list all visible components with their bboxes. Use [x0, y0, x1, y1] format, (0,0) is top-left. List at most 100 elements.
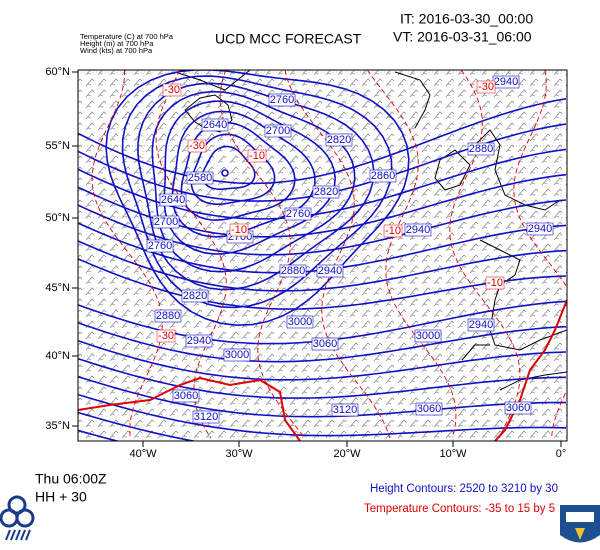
- coastline: [461, 344, 490, 361]
- height-label-box: [223, 348, 251, 362]
- temperature-contour: [91, 70, 163, 439]
- temperature-label-box: [156, 329, 176, 343]
- height-label: 2580: [188, 172, 212, 184]
- lat-label: 40°N: [45, 350, 70, 362]
- wind-barbs: [78, 70, 567, 441]
- height-label: 2860: [371, 170, 395, 182]
- height-label: 2940: [318, 265, 342, 277]
- freezing-line: [494, 299, 567, 441]
- height-label-box: [369, 169, 397, 183]
- height-label: 2820: [327, 134, 351, 146]
- height-contour: [78, 357, 567, 399]
- height-label-box: [316, 264, 344, 278]
- temperature-contours: [91, 70, 567, 439]
- temperature-label: -10: [249, 150, 265, 162]
- height-label: 2940: [187, 335, 211, 347]
- height-label: 3000: [416, 330, 440, 342]
- lon-label: 30°W: [225, 448, 253, 460]
- height-label: 2880: [156, 310, 180, 322]
- lat-label: 55°N: [45, 140, 70, 152]
- height-label: 2820: [183, 290, 207, 302]
- height-label: 2760: [286, 208, 310, 220]
- height-label-box: [467, 142, 495, 156]
- height-label: 3060: [174, 390, 198, 402]
- height-label: 2640: [161, 194, 185, 206]
- height-label-box: [186, 171, 214, 185]
- height-label: 2820: [314, 186, 338, 198]
- title: UCD MCC FORECAST: [215, 31, 362, 47]
- height-label-box: [268, 93, 296, 107]
- map-frame: [77, 69, 568, 442]
- height-contour: [201, 145, 256, 190]
- lon-label: 20°W: [333, 448, 361, 460]
- height-label-box: [467, 318, 495, 332]
- temperature-label: -10: [231, 224, 247, 236]
- height-label-box: [311, 337, 339, 351]
- height-contour: [78, 339, 567, 381]
- height-label-box: [172, 389, 200, 403]
- height-label-box: [526, 222, 554, 236]
- coastline: [394, 71, 431, 129]
- lat-label: 35°N: [45, 420, 70, 432]
- height-label-box: [325, 133, 353, 147]
- low-center: [221, 169, 229, 177]
- height-label: 3060: [506, 402, 530, 414]
- lon-label: 0°: [556, 448, 567, 460]
- initial-time: IT: 2016-03-30_00:00: [400, 11, 533, 27]
- day-time: Thu 06:00Z: [35, 471, 107, 487]
- height-contour: [151, 90, 356, 273]
- height-contour: [163, 100, 336, 255]
- height-label-box: [284, 207, 312, 221]
- temperature-contour: [284, 70, 391, 439]
- height-label: 3000: [288, 316, 312, 328]
- height-label: 2880: [281, 265, 305, 277]
- height-label: 2940: [406, 224, 430, 236]
- lat-label: 60°N: [45, 66, 70, 78]
- height-contour: [137, 82, 375, 291]
- height-label-box: [185, 334, 213, 348]
- coastline: [479, 239, 567, 351]
- height-contour: [78, 322, 567, 363]
- height-label-box: [146, 239, 174, 253]
- temperature-label-box: [383, 224, 403, 238]
- height-contours-note: Height Contours: 2520 to 3210 by 30: [370, 483, 558, 495]
- height-contour: [78, 148, 567, 220]
- height-label: 2880: [469, 143, 493, 155]
- lead-time: HH + 30: [35, 489, 87, 505]
- legend-line: Wind (kts) at 700 hPa: [80, 46, 153, 55]
- lon-label: 10°W: [439, 448, 467, 460]
- height-label: 2940: [528, 223, 552, 235]
- legend-line: Height (m) at 700 hPa: [80, 39, 154, 48]
- height-label: 3060: [313, 338, 337, 350]
- temperature-label-box: [476, 80, 496, 94]
- valid-time: VT: 2016-03-31_06:00: [393, 29, 532, 45]
- height-label: 2940: [494, 76, 518, 88]
- height-contour: [78, 393, 567, 437]
- height-label-box: [286, 315, 314, 329]
- height-label-box: [152, 215, 180, 229]
- height-label-box: [279, 264, 307, 278]
- height-label: 3060: [417, 403, 441, 415]
- height-label: 2700: [266, 125, 290, 137]
- height-label: 2940: [469, 319, 493, 331]
- height-label: 2700: [154, 216, 178, 228]
- temperature-label-box: [229, 223, 249, 237]
- coastline: [184, 94, 233, 133]
- height-contour: [121, 75, 393, 309]
- temperature-label-box: [187, 139, 207, 153]
- temperature-label: -30: [478, 81, 494, 93]
- height-label-box: [415, 402, 443, 416]
- lat-label: 45°N: [45, 282, 70, 294]
- mcc-logo: [0, 495, 35, 541]
- height-label: 3120: [333, 404, 357, 416]
- legend-line: Temperature (C) at 700 hPa: [80, 32, 174, 41]
- temperature-label: -30: [189, 140, 205, 152]
- height-contour: [78, 98, 567, 185]
- temperature-contours-note: Temperature Contours: -35 to 15 by 5: [364, 503, 555, 515]
- coastline: [499, 371, 567, 391]
- height-label-box: [331, 403, 359, 417]
- height-label-box: [154, 309, 182, 323]
- height-contour: [180, 121, 296, 221]
